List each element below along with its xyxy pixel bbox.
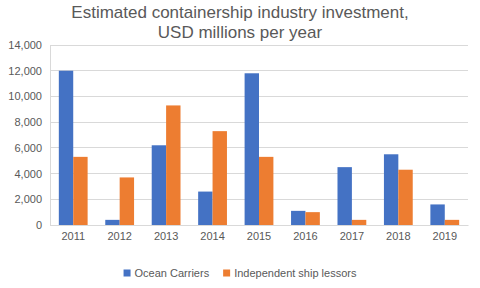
bar xyxy=(384,154,398,225)
x-tick: 2013 xyxy=(154,230,178,242)
y-axis: 0 2,000 4,000 6,000 8,000 10,000 12,000 14,000 xyxy=(8,39,50,231)
x-tick: 2017 xyxy=(340,230,364,242)
title: Estimated containership industry investm… xyxy=(71,3,408,42)
x-tick-label: 2011 xyxy=(61,230,85,242)
x-tick-label: 2015 xyxy=(247,230,271,242)
bar xyxy=(73,157,87,225)
chart: Estimated containership industry investm… xyxy=(0,0,480,288)
x-tick-label: 2019 xyxy=(433,230,457,242)
x-tick-label: 2014 xyxy=(200,230,224,242)
y-tick-label: 2,000 xyxy=(14,193,42,205)
x-tick: 2019 xyxy=(433,230,457,242)
y-axis-line xyxy=(50,46,51,226)
y-tick: 12,000 xyxy=(8,65,50,77)
bar xyxy=(305,212,319,225)
bar xyxy=(259,157,273,225)
bars xyxy=(59,71,459,225)
x-tick-label: 2018 xyxy=(386,230,410,242)
bar xyxy=(152,145,166,225)
legend: Ocean Carriers Independent ship lessors xyxy=(124,267,357,279)
y-tick-label: 0 xyxy=(36,219,42,231)
grid-line xyxy=(50,45,468,46)
legend-label: Ocean Carriers xyxy=(135,267,210,279)
legend-label: Independent ship lessors xyxy=(234,267,357,279)
legend-item: Ocean Carriers xyxy=(124,267,210,279)
x-tick-label: 2013 xyxy=(154,230,178,242)
plot: 0 2,000 4,000 6,000 8,000 10,000 12,000 14,000 2… xyxy=(8,39,468,242)
x-tick: 2014 xyxy=(200,230,224,242)
y-tick: 2,000 xyxy=(14,193,50,205)
x-axis: 2011 2012 2013 2014 2015 2016 2017 2018 2019 xyxy=(51,226,469,242)
bar xyxy=(430,204,444,225)
bar xyxy=(59,71,73,225)
series xyxy=(73,105,459,225)
bar xyxy=(245,73,259,225)
y-tick-label: 8,000 xyxy=(14,116,42,128)
bar xyxy=(120,177,134,225)
x-axis-line xyxy=(51,225,469,226)
y-tick: 8,000 xyxy=(14,116,50,128)
x-tick: 2018 xyxy=(386,230,410,242)
y-tick-label: 14,000 xyxy=(8,39,42,51)
y-tick-label: 10,000 xyxy=(8,90,42,102)
legend-item: Independent ship lessors xyxy=(223,267,357,279)
y-tick-label: 4,000 xyxy=(14,168,42,180)
x-tick: 2016 xyxy=(293,230,317,242)
bar xyxy=(445,220,459,225)
grid-line xyxy=(50,70,468,71)
x-tick: 2015 xyxy=(247,230,271,242)
x-tick-label: 2017 xyxy=(340,230,364,242)
y-tick: 0 xyxy=(36,219,50,231)
title-line: USD millions per year xyxy=(158,23,323,42)
bar xyxy=(398,170,412,225)
bar xyxy=(352,220,366,225)
bar xyxy=(337,167,351,225)
bar xyxy=(198,192,212,225)
title-line: Estimated containership industry investm… xyxy=(71,3,408,22)
y-tick: 14,000 xyxy=(8,39,50,51)
bar xyxy=(291,211,305,225)
y-tick: 4,000 xyxy=(14,168,50,180)
bar xyxy=(213,131,227,225)
y-tick-label: 12,000 xyxy=(8,65,42,77)
legend-swatch xyxy=(223,270,230,277)
grid xyxy=(50,45,468,225)
y-tick: 6,000 xyxy=(14,142,50,154)
x-tick-label: 2012 xyxy=(107,230,131,242)
y-tick-label: 6,000 xyxy=(14,142,42,154)
x-tick-label: 2016 xyxy=(293,230,317,242)
y-tick: 10,000 xyxy=(8,90,50,102)
bar xyxy=(166,105,180,225)
legend-swatch xyxy=(124,270,131,277)
x-tick: 2012 xyxy=(107,230,131,242)
bar xyxy=(105,220,119,225)
series xyxy=(59,71,445,225)
x-tick: 2011 xyxy=(61,230,85,242)
